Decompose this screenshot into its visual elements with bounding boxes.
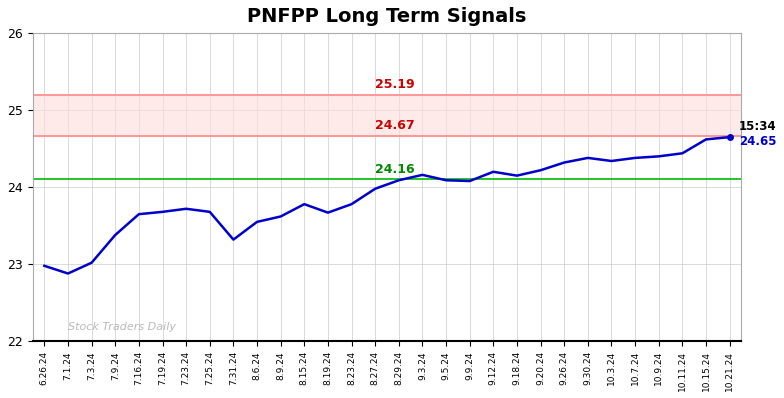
- Text: 24.65: 24.65: [739, 135, 777, 148]
- Text: 24.67: 24.67: [376, 119, 415, 133]
- Text: 15:34: 15:34: [739, 120, 777, 133]
- Text: Stock Traders Daily: Stock Traders Daily: [68, 322, 176, 332]
- Title: PNFPP Long Term Signals: PNFPP Long Term Signals: [247, 7, 527, 26]
- Text: 25.19: 25.19: [376, 78, 415, 91]
- Bar: [33, 96, 742, 136]
- Text: 24.16: 24.16: [376, 163, 415, 176]
